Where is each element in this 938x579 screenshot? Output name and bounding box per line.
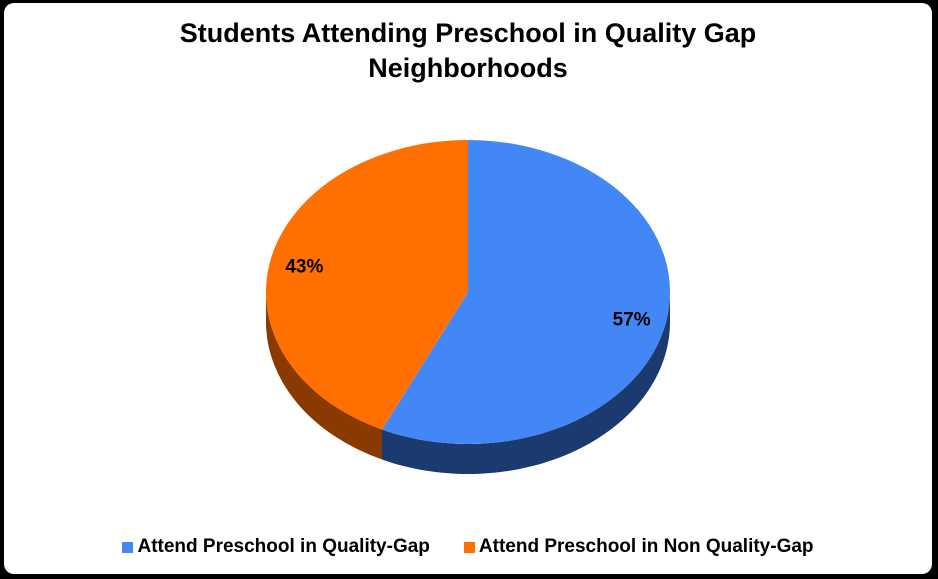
- legend: Attend Preschool in Quality-Gap Attend P…: [4, 536, 932, 558]
- chart-title-line-2: Neighborhoods: [368, 53, 568, 83]
- pie-slice-quality-gap: [381, 140, 670, 444]
- pie-side-quality-gap: [381, 292, 671, 474]
- data-label-quality-gap: 57%: [613, 310, 651, 331]
- legend-swatch-quality-gap: [122, 541, 134, 553]
- pie-side-non-quality-gap: [266, 292, 382, 460]
- chart-title: Students Attending Preschool in Quality …: [4, 16, 932, 86]
- chart-frame: Students Attending Preschool in Quality …: [4, 3, 932, 574]
- legend-swatch-non-quality-gap: [463, 541, 475, 553]
- pie-slice-non-quality-gap: [265, 140, 468, 430]
- legend-item-non-quality-gap: Attend Preschool in Non Quality-Gap: [463, 536, 814, 558]
- chart-title-line-1: Students Attending Preschool in Quality …: [179, 18, 757, 48]
- data-label-non-quality-gap: 43%: [285, 256, 323, 277]
- pie-labels: 57% 43%: [285, 256, 650, 330]
- legend-item-quality-gap: Attend Preschool in Quality-Gap: [122, 536, 430, 558]
- pie-chart: 57% 43%: [265, 140, 671, 474]
- pie-tops: [265, 140, 670, 444]
- legend-label-non-quality-gap: Attend Preschool in Non Quality-Gap: [478, 536, 814, 557]
- pie-sides: [266, 292, 671, 474]
- legend-label-quality-gap: Attend Preschool in Quality-Gap: [137, 536, 430, 557]
